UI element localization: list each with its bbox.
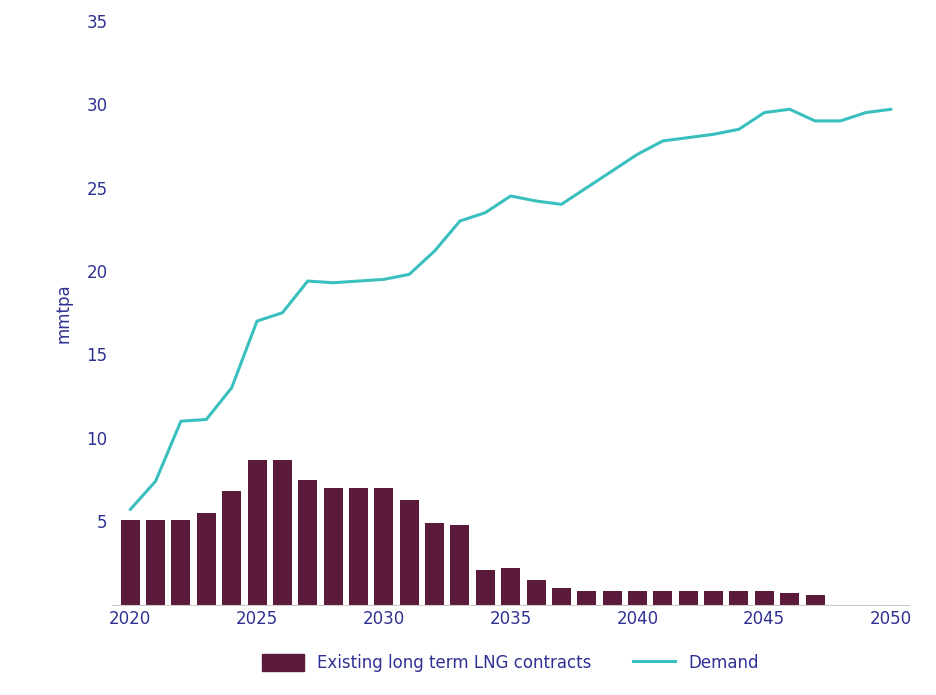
Bar: [805, 595, 824, 605]
Bar: [197, 513, 215, 605]
Bar: [703, 591, 723, 605]
Bar: [121, 520, 139, 605]
Bar: [526, 580, 545, 605]
Bar: [323, 488, 343, 605]
Bar: [348, 488, 368, 605]
Bar: [678, 591, 697, 605]
Bar: [400, 500, 418, 605]
Bar: [171, 520, 190, 605]
Bar: [652, 591, 672, 605]
Bar: [222, 491, 241, 605]
Bar: [577, 591, 595, 605]
Legend: Existing long term LNG contracts, Demand: Existing long term LNG contracts, Demand: [262, 654, 758, 672]
Bar: [272, 459, 292, 605]
Bar: [450, 525, 469, 605]
Y-axis label: mmtpa: mmtpa: [54, 283, 72, 343]
Bar: [754, 591, 773, 605]
Bar: [780, 593, 798, 605]
Bar: [146, 520, 165, 605]
Bar: [373, 488, 393, 605]
Bar: [475, 570, 494, 605]
Bar: [602, 591, 621, 605]
Bar: [247, 459, 266, 605]
Bar: [501, 568, 519, 605]
Bar: [298, 480, 317, 605]
Bar: [728, 591, 748, 605]
Bar: [551, 588, 570, 605]
Bar: [627, 591, 647, 605]
Bar: [425, 523, 444, 605]
